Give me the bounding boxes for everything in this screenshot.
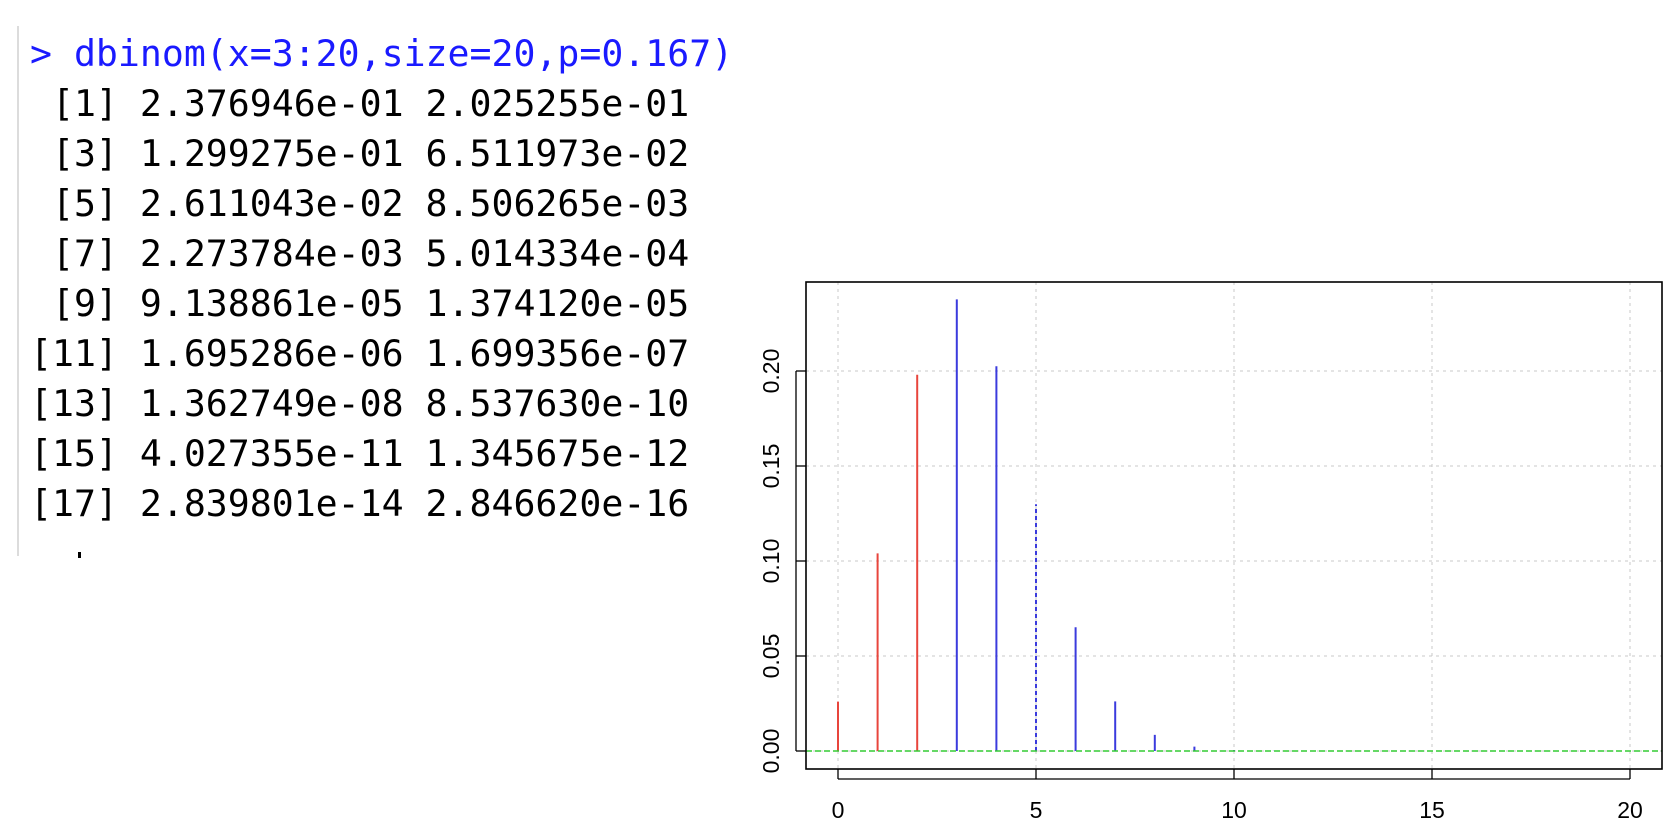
x-tick-label: 20 (1617, 797, 1643, 823)
console-cursor[interactable] (78, 552, 81, 558)
x-tick-label: 0 (832, 797, 845, 823)
console-output-line: [1] 2.376946e-01 2.025255e-01 (30, 82, 690, 125)
console-output-line: [9] 9.138861e-05 1.374120e-05 (30, 282, 690, 325)
plot-axes: 0 5 10 15 20 0.00 0.05 0.10 0.15 0.20 (758, 349, 1643, 823)
console-command: > dbinom(x=3:20,size=20,p=0.167) (30, 32, 734, 75)
plot-grid (806, 282, 1662, 769)
console-output-line: [5] 2.611043e-02 8.506265e-03 (30, 182, 690, 225)
console-output-line: [7] 2.273784e-03 5.014334e-04 (30, 232, 690, 275)
y-tick-label: 0.05 (758, 634, 784, 679)
console-gutter (17, 26, 19, 556)
r-console-panel: > dbinom(x=3:20,size=20,p=0.167) [1] 2.3… (0, 0, 733, 560)
x-tick-label: 5 (1030, 797, 1043, 823)
console-output-line: [3] 1.299275e-01 6.511973e-02 (30, 132, 690, 175)
console-output-line: [17] 2.839801e-14 2.846620e-16 (30, 482, 690, 525)
console-output-line: [13] 1.362749e-08 8.537630e-10 (30, 382, 690, 425)
y-tick-label: 0.20 (758, 349, 784, 394)
x-tick-label: 15 (1419, 797, 1445, 823)
y-tick-label: 0.15 (758, 444, 784, 489)
plot-bars (837, 299, 1275, 751)
x-tick-label: 10 (1221, 797, 1247, 823)
y-tick-label: 0.00 (758, 729, 784, 774)
y-tick-label: 0.10 (758, 539, 784, 584)
console-output-line: [15] 4.027355e-11 1.345675e-12 (30, 432, 690, 475)
console-output-line: [11] 1.695286e-06 1.699356e-07 (30, 332, 690, 375)
